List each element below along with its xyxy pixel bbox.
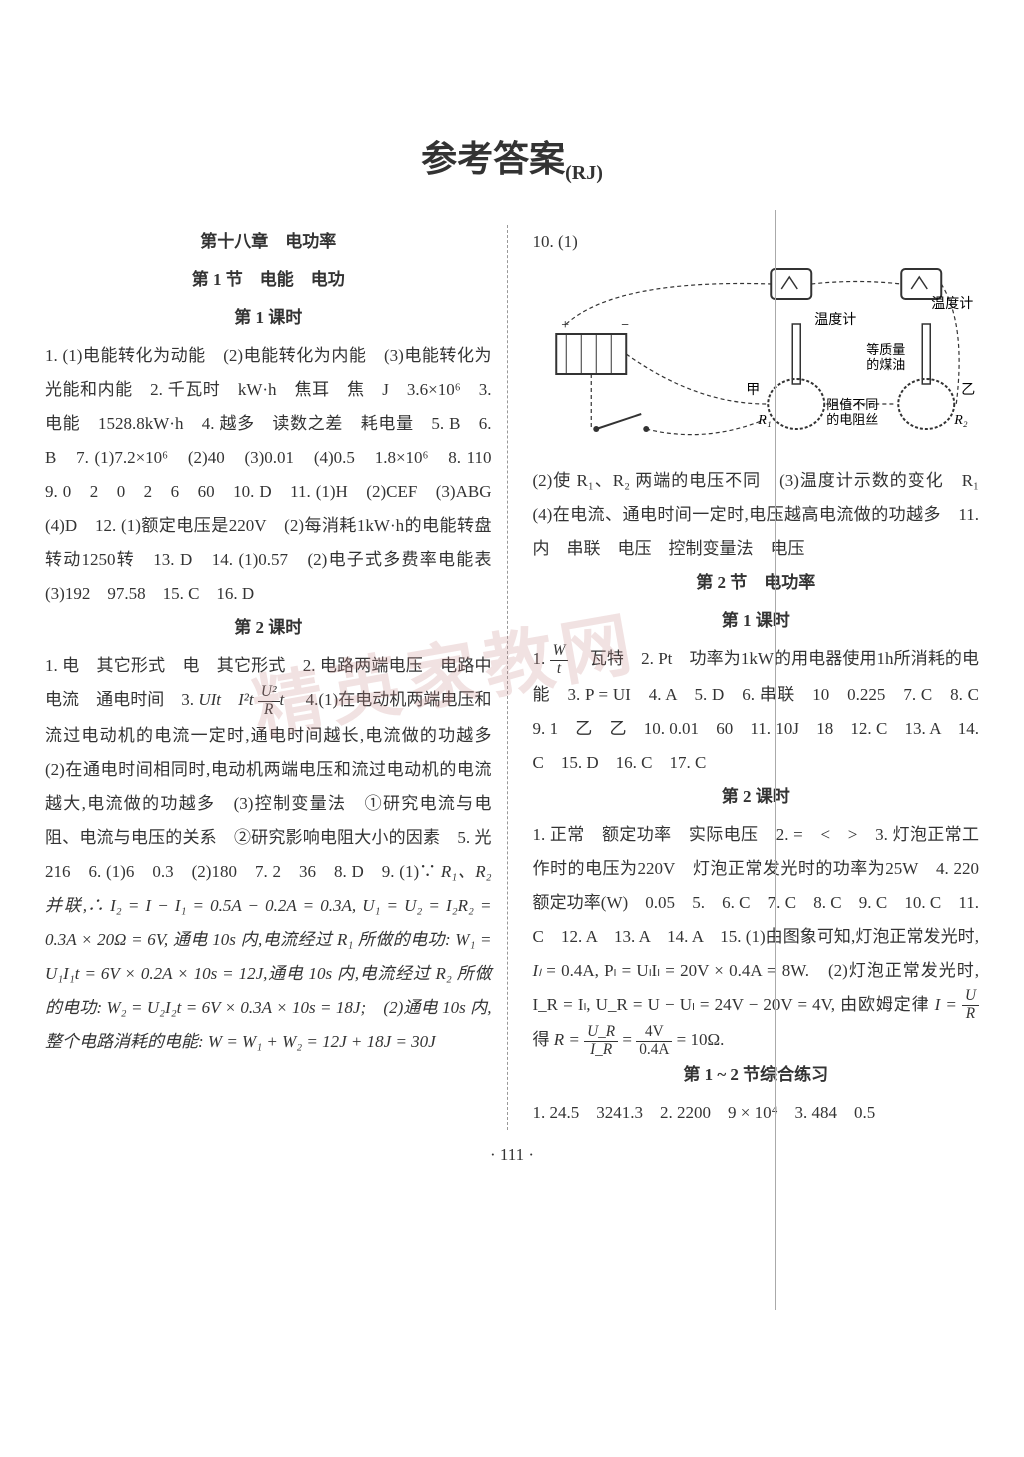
yi-label: 乙: [961, 382, 975, 398]
r2-label: R₂: [953, 413, 968, 428]
fraction-4v: 4V0.4A: [636, 1024, 672, 1059]
jia-label: 甲: [746, 383, 760, 398]
fraction-wt: Wt: [550, 643, 569, 678]
diagram-svg: + −: [533, 264, 980, 454]
section-heading: 第 1 节 电能 电功: [45, 263, 492, 297]
title-text: 参考答案: [421, 139, 565, 179]
page-number: · 111 ·: [45, 1145, 979, 1165]
minus-label: −: [621, 318, 629, 333]
thermometer-1: [792, 324, 800, 384]
right-column: 10. (1) + −: [528, 225, 980, 1130]
text-s2l2c: = 10Ω.: [677, 1030, 725, 1049]
meter-2: [901, 269, 941, 299]
switch-icon: [596, 414, 641, 429]
mass-label-2: 的煤油: [866, 357, 905, 372]
meter-1: [771, 269, 811, 299]
lesson-heading-1: 第 1 课时: [45, 301, 492, 335]
fraction-urir: U_RI_R: [584, 1024, 618, 1059]
circuit-diagram: + −: [533, 264, 980, 454]
resist-label-2: 的电阻丝: [826, 412, 878, 427]
fraction-u2r: U²R: [258, 684, 280, 719]
thermo-label-2: 温度计: [931, 296, 973, 312]
question-10: 10. (1): [533, 225, 980, 259]
formula-uit: UIt I²t: [198, 690, 253, 709]
lesson-r-1: 第 1 课时: [533, 604, 980, 638]
fraction-ur: UR: [962, 988, 979, 1023]
combo-heading: 第 1 ~ 2 节综合练习: [533, 1058, 980, 1092]
mass-label: 等质量: [866, 342, 905, 357]
text-s2l2a: 1. 正常 额定功率 实际电压 2. = < > 3. 灯泡正常工作时的电压为2…: [533, 825, 997, 946]
section2-heading: 第 2 节 电功率: [533, 566, 980, 600]
text-s2l2b: = 0.4A, Pₗ = UₗIₗ = 20V × 0.4A = 8W. (2)…: [533, 961, 980, 1014]
answers-block-2: 1. 电 其它形式 电 其它形式 2. 电路两端电压 电路中电流 通电时间 3.…: [45, 649, 492, 1058]
formula-text: UIt I²t: [198, 690, 253, 709]
page-container: 参考答案(RJ) 精英家教网 第十八章 电功率 第 1 节 电能 电功 第 1 …: [0, 0, 1024, 1195]
text-2b: 4.(1)在电动机两端电压和流过电动机的电流一定时,通电时间越长,电流做的功越多…: [45, 690, 509, 880]
resist-label: 阻值不同: [826, 397, 878, 412]
left-column: 第十八章 电功率 第 1 节 电能 电功 第 1 课时 1. (1)电能转化为动…: [45, 225, 508, 1130]
answers-combo: 1. 24.5 3241.3 2. 2200 9 × 10⁴ 3. 484 0.…: [533, 1096, 980, 1130]
flask-2: [898, 379, 954, 429]
answers-block-1: 1. (1)电能转化为动能 (2)电能转化为内能 (3)电能转化为光能和内能 2…: [45, 339, 492, 611]
flask-1: [768, 379, 824, 429]
thermometer-2: [922, 324, 930, 384]
vertical-divider: [775, 210, 776, 1310]
chapter-heading: 第十八章 电功率: [45, 225, 492, 259]
text-s2l1: 瓦特 2. Pt 功率为1kW的用电器使用1h所消耗的电能 3. P = UI …: [533, 649, 997, 771]
plus-label: +: [561, 318, 569, 333]
text-2c: R₁、R₂ 并联,∴ I₂ = I − I₁ = 0.5A − 0.2A = 0…: [45, 862, 492, 1051]
answers-s2l2: 1. 正常 额定功率 实际电压 2. = < > 3. 灯泡正常工作时的电压为2…: [533, 818, 980, 1059]
lesson-heading-2: 第 2 课时: [45, 611, 492, 645]
q10-label: 10. (1): [533, 232, 578, 251]
page-title: 参考答案(RJ): [45, 130, 979, 185]
lesson-r-2: 第 2 课时: [533, 780, 980, 814]
thermo-label-1: 温度计: [814, 312, 856, 328]
answers-s2l1: 1. Wt 瓦特 2. Pt 功率为1kW的用电器使用1h所消耗的电能 3. P…: [533, 642, 980, 779]
r1-label: R₁: [757, 413, 771, 428]
title-sub: (RJ): [565, 162, 603, 184]
content-columns: 第十八章 电功率 第 1 节 电能 电功 第 1 课时 1. (1)电能转化为动…: [45, 225, 979, 1130]
answers-10-cont: (2)使 R₁、R₂ 两端的电压不同 (3)温度计示数的变化 R₁ (4)在电流…: [533, 464, 980, 566]
